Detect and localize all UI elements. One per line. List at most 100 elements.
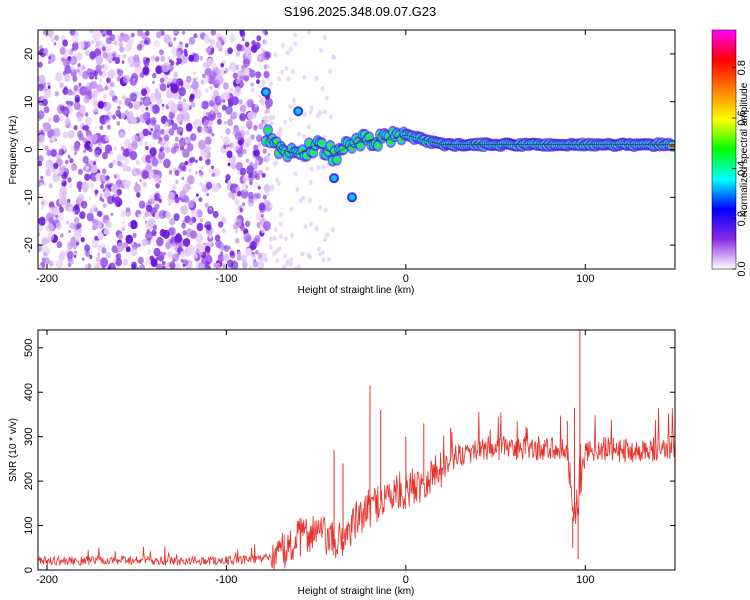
spectrogram-blob [41,98,48,107]
spectrogram-blob [101,88,105,92]
spectrogram-blob [261,30,267,33]
spectrogram-blob [95,256,101,263]
spectrogram-blob [162,229,170,239]
spectrogram-blob [141,88,148,97]
spectrogram-blob [56,222,62,230]
spectrogram-blob [151,158,159,167]
spectrogram-blob [144,37,151,46]
spectrogram-blob [258,55,262,61]
spectrogram-blob [213,168,221,177]
spectrogram-blob [201,100,209,110]
spectrogram-blob [245,130,250,136]
spectrogram-blob [152,72,157,79]
spectrogram-blob [110,212,114,216]
spectrogram-blob [197,217,201,222]
spectrogram-blob [91,164,98,174]
spectrogram-blob [64,159,69,165]
spectrogram-blob [265,64,270,70]
spectrogram-blob [168,191,175,201]
spectrogram-blob [277,76,281,82]
spectrogram-blob [116,188,123,196]
spectrogram-blob [48,30,54,37]
spectrogram-blob [321,164,326,170]
spectrogram-blob [145,145,149,151]
spectrogram-blob [185,228,194,238]
spectrogram-blob [168,169,173,175]
spectrogram-blob [97,252,101,257]
spectrogram-blob [145,258,151,266]
snr-x-tick-label: 0 [403,574,409,586]
spectrogram-blob [260,213,264,218]
spectrogram-blob [116,242,125,252]
spectrogram-blob [55,214,59,219]
spectrogram-ridge [310,150,317,155]
spectrogram-blob [72,211,75,215]
spectrogram-blob [141,239,148,247]
spectrogram-blob [152,225,157,230]
spectrogram-blob [132,58,141,68]
spectrogram-blob [235,64,240,71]
spectrogram-blob [68,229,71,233]
spectrogram-blob [184,139,188,144]
spectrogram-blob [77,41,85,50]
spectrogram-blob [123,74,130,84]
spectrogram-blob [222,262,228,269]
spectrogram-blob [279,212,283,218]
spectrogram-blob [121,227,125,232]
spectrogram-blob [319,47,323,53]
spectrogram-blob [99,79,102,83]
spectrogram-blob [148,170,155,178]
spectrogram-blob [78,168,83,175]
spectrogram-blob [73,254,77,258]
spectrogram-blob [91,239,99,248]
spectrogram-blob [165,211,171,219]
spectrogram-blob [227,118,234,126]
spectrogram-blob [193,118,202,129]
spectrogram-blob [81,181,89,191]
spectrogram-blob [208,234,213,239]
spectrogram-blob [302,74,307,80]
spectrogram-blob [260,101,265,107]
spectrogram-blob [99,174,108,184]
spectrogram-blob [188,36,196,45]
spectrogram-blob [59,186,68,196]
spectrogram-blob [139,179,142,183]
spectrogram-blob [218,86,221,90]
spectrogram-blob [316,165,321,171]
spectrogram-blob [117,105,121,110]
spectrogram-blob [102,33,106,37]
spectrogram-blob [238,99,243,105]
spectrogram-blob [128,222,131,227]
spectrogram-blob [235,161,243,171]
spectrogram-blob [184,180,189,186]
spectrogram-blob [114,265,121,269]
spectrogram-blob [145,30,150,37]
spectrogram-blob [316,246,321,252]
spectrogram-blob [126,211,131,218]
spectrogram-blob [123,224,127,228]
spectrogram-blob [121,60,125,64]
spectrogram-blob [115,258,122,267]
spectrogram-blob [82,125,86,131]
snr-y-tick-label: 100 [23,516,35,534]
spectrogram-blob [73,151,78,156]
spectrogram-blob [134,171,138,176]
spectrogram-y-label: Frequency (Hz) [8,116,19,185]
spectrogram-blob [93,105,100,113]
spectrogram-blob [249,240,257,251]
spectrogram-blob [260,47,265,53]
spectrogram-blob [116,34,121,39]
spectrogram-blob [171,122,178,131]
spectrogram-blob [153,39,160,48]
spectrogram-blob [79,86,88,96]
spectrogram-blob [160,55,166,62]
spectrogram-blob [194,159,198,164]
spectrogram-blob [257,252,263,259]
spectrogram-blob [43,106,50,114]
spectrogram-blob [144,210,150,218]
spectrogram-blob [116,252,122,260]
spectrogram-blob [62,106,70,116]
spectrogram-blob [253,144,259,151]
spectrogram-blob [254,173,261,181]
spectrogram-blob [174,233,183,243]
